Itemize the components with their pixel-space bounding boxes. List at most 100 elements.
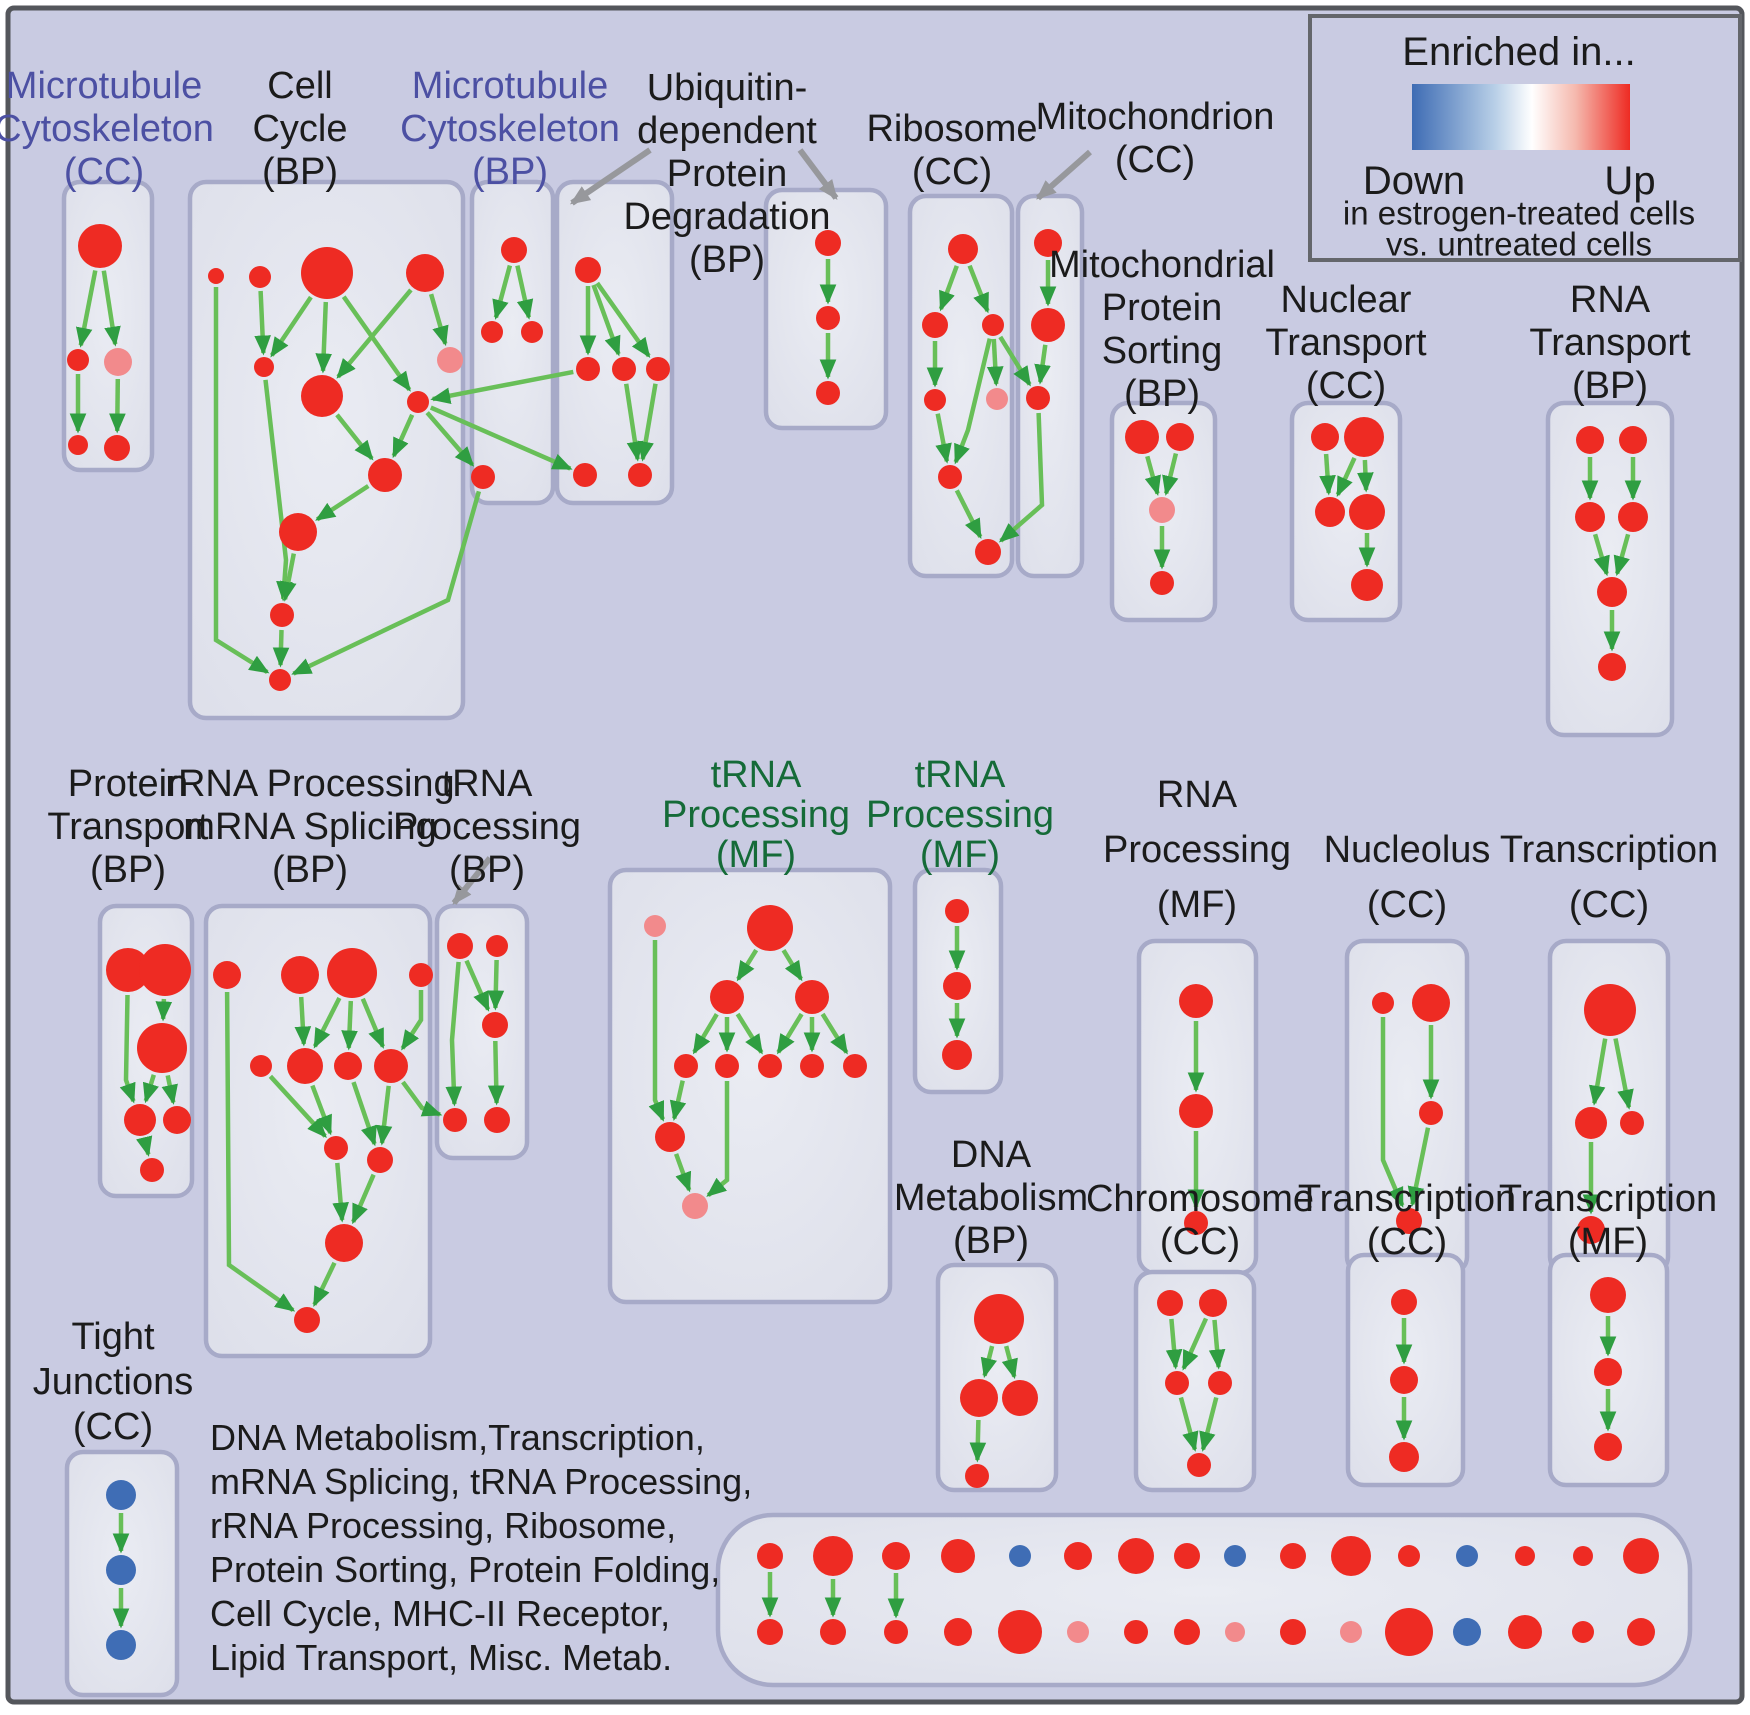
edge-ribosome-3 xyxy=(986,338,1004,387)
bottom-bottom-dot-14 xyxy=(1572,1621,1594,1643)
node-transcription-cc-row2-2 xyxy=(1620,1111,1644,1135)
cross-edge-2-cell-cycle-to-ubiquitin-1 xyxy=(429,405,573,471)
node-microtubule-cytoskeleton-bp-0 xyxy=(501,237,527,263)
edge-cell-cycle-1 xyxy=(254,290,271,356)
node-rna-transport-4 xyxy=(1597,577,1627,607)
node-rrna-processing-3 xyxy=(409,963,433,987)
node-ubiquitin-1-4 xyxy=(573,463,597,487)
edge-rna-transport-3 xyxy=(1613,533,1631,577)
edge-rrna-processing-3 xyxy=(341,1000,358,1051)
node-rrna-processing-7 xyxy=(374,1049,408,1083)
edge-ribosome-4 xyxy=(953,338,992,465)
node-mitochondrial-protein-sorting-0 xyxy=(1125,420,1159,454)
edge-cell-cycle-8 xyxy=(335,413,374,461)
node-microtubule-cytoskeleton-bp-2 xyxy=(521,321,543,343)
edge-nucleolus-0 xyxy=(1380,1017,1405,1208)
node-trna-processing-mf-1-3 xyxy=(795,980,829,1014)
node-trna-processing-bp-0 xyxy=(447,933,473,959)
arrow-to-mitochondrion-box xyxy=(1036,149,1092,201)
cross-edge-5-mitochondrion-to-ribosome xyxy=(998,412,1045,543)
edge-cell-cycle-0 xyxy=(213,287,270,675)
node-rna-processing-mf-2 xyxy=(1184,1211,1208,1235)
node-protein-transport-0 xyxy=(106,948,150,992)
node-cell-cycle-3 xyxy=(406,254,444,292)
edge-rrna-processing-8 xyxy=(375,1085,393,1146)
edge-dna-metabolism-0 xyxy=(980,1345,997,1379)
edge-rna-transport-2 xyxy=(1592,533,1610,577)
edge-trna-processing-mf-1-11 xyxy=(706,1081,730,1198)
bottom-bottom-dot-0 xyxy=(757,1619,783,1645)
edge-nuclear-transport-1 xyxy=(1335,456,1357,497)
edge-protein-transport-4 xyxy=(136,1135,153,1157)
edge-ribosome-6 xyxy=(954,489,983,540)
edge-mitochondrial-protein-sorting-1 xyxy=(1162,452,1179,496)
edge-rrna-processing-10 xyxy=(332,1162,349,1223)
node-ubiquitin-1-1 xyxy=(576,357,600,381)
node-ubiquitin-2-2 xyxy=(816,381,840,405)
edge-trna-processing-bp-1 xyxy=(487,959,505,1011)
node-cell-cycle-0 xyxy=(208,268,224,284)
edge-ubiquitin-1-2 xyxy=(595,281,651,358)
node-trna-processing-mf-1-0 xyxy=(644,915,666,937)
node-rna-transport-3 xyxy=(1618,502,1648,532)
node-chromosome-1 xyxy=(1199,1289,1227,1317)
bottom-top-dot-3 xyxy=(941,1539,975,1573)
bottom-top-dot-2 xyxy=(882,1542,910,1570)
edge-chromosome-0 xyxy=(1165,1318,1183,1370)
edge-trna-processing-mf-1-5 xyxy=(776,1012,804,1055)
edge-cell-cycle-5 xyxy=(336,288,413,379)
node-nuclear-transport-0 xyxy=(1311,423,1339,451)
edge-ribosome-0 xyxy=(938,265,959,312)
cross-edge-3-microtubule-cytoskeleton-bp-to-cell-cycle xyxy=(291,490,482,676)
node-trna-processing-mf-1-2 xyxy=(710,980,744,1014)
edge-cell-cycle-10 xyxy=(315,484,370,522)
edge-trna-processing-mf-1-1 xyxy=(781,949,804,982)
node-transcription-cc-row3-1 xyxy=(1390,1366,1418,1394)
cross-edge-4-ribosome-to-mitochondrion xyxy=(998,335,1032,387)
edge-transcription-cc-row2-1 xyxy=(1613,1038,1634,1110)
edge-protein-transport-3 xyxy=(161,1074,178,1105)
node-protein-transport-3 xyxy=(124,1104,156,1136)
node-protein-transport-1 xyxy=(139,944,191,996)
node-microtubule-cytoskeleton-cc-3 xyxy=(68,435,88,455)
edge-cell-cycle-2 xyxy=(269,295,313,358)
node-transcription-cc-row2-1 xyxy=(1575,1107,1607,1139)
bottom-bottom-dot-3 xyxy=(944,1618,972,1646)
edge-trna-processing-mf-1-0 xyxy=(736,948,759,982)
node-chromosome-2 xyxy=(1165,1371,1189,1395)
cluster-box-chromosome xyxy=(1133,1269,1257,1493)
node-microtubule-cytoskeleton-bp-3 xyxy=(471,465,495,489)
node-ribosome-3 xyxy=(924,389,946,411)
bottom-top-dot-7 xyxy=(1174,1543,1200,1569)
bottom-bottom-dot-2 xyxy=(884,1620,908,1644)
bottom-top-dot-14 xyxy=(1573,1546,1593,1566)
node-trna-processing-mf-1-5 xyxy=(715,1054,739,1078)
node-trna-processing-mf-1-1 xyxy=(747,905,793,951)
node-nuclear-transport-2 xyxy=(1315,497,1345,527)
edge-rrna-processing-1 xyxy=(294,996,312,1047)
edge-cell-cycle-12 xyxy=(272,629,290,668)
cluster-box-trna-processing-mf-1 xyxy=(607,867,893,1305)
bottom-top-dot-5 xyxy=(1064,1542,1092,1570)
bottom-bottom-dot-9 xyxy=(1280,1619,1306,1645)
node-nuclear-transport-1 xyxy=(1344,417,1384,457)
edge-cell-cycle-9 xyxy=(391,413,415,459)
edge-rrna-processing-12 xyxy=(312,1261,337,1307)
node-mitochondrion-0 xyxy=(1034,229,1062,257)
node-cell-cycle-11 xyxy=(269,669,291,691)
node-protein-transport-5 xyxy=(140,1158,164,1182)
node-ribosome-0 xyxy=(948,234,978,264)
node-transcription-mf-2 xyxy=(1594,1433,1622,1461)
bottom-top-dot-10 xyxy=(1331,1536,1371,1576)
node-nuclear-transport-4 xyxy=(1351,569,1383,601)
node-trna-processing-mf-2-0 xyxy=(945,899,969,923)
node-mitochondrion-1 xyxy=(1031,308,1065,342)
bottom-top-dot-0 xyxy=(757,1543,783,1569)
node-dna-metabolism-3 xyxy=(965,1464,989,1488)
bottom-top-dot-8 xyxy=(1224,1545,1246,1567)
bottom-top-dot-4 xyxy=(1009,1545,1031,1567)
node-rrna-processing-10 xyxy=(325,1224,363,1262)
node-rna-transport-1 xyxy=(1619,426,1647,454)
cross-edge-6-rrna-processing-to-trna-processing-bp xyxy=(401,1080,443,1117)
